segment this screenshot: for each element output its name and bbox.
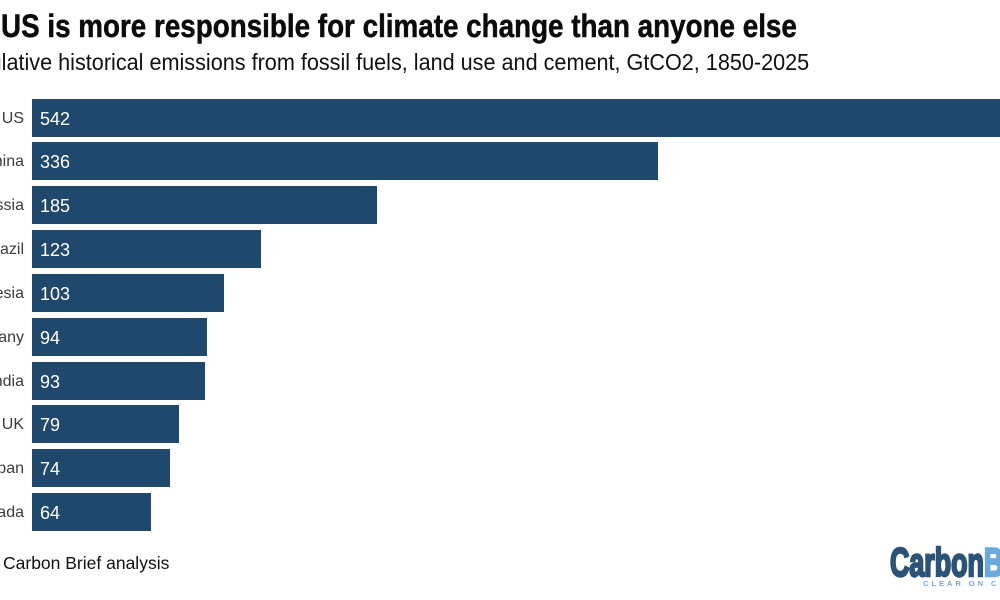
svg-text:CLEAR ON C: CLEAR ON C — [923, 579, 999, 588]
